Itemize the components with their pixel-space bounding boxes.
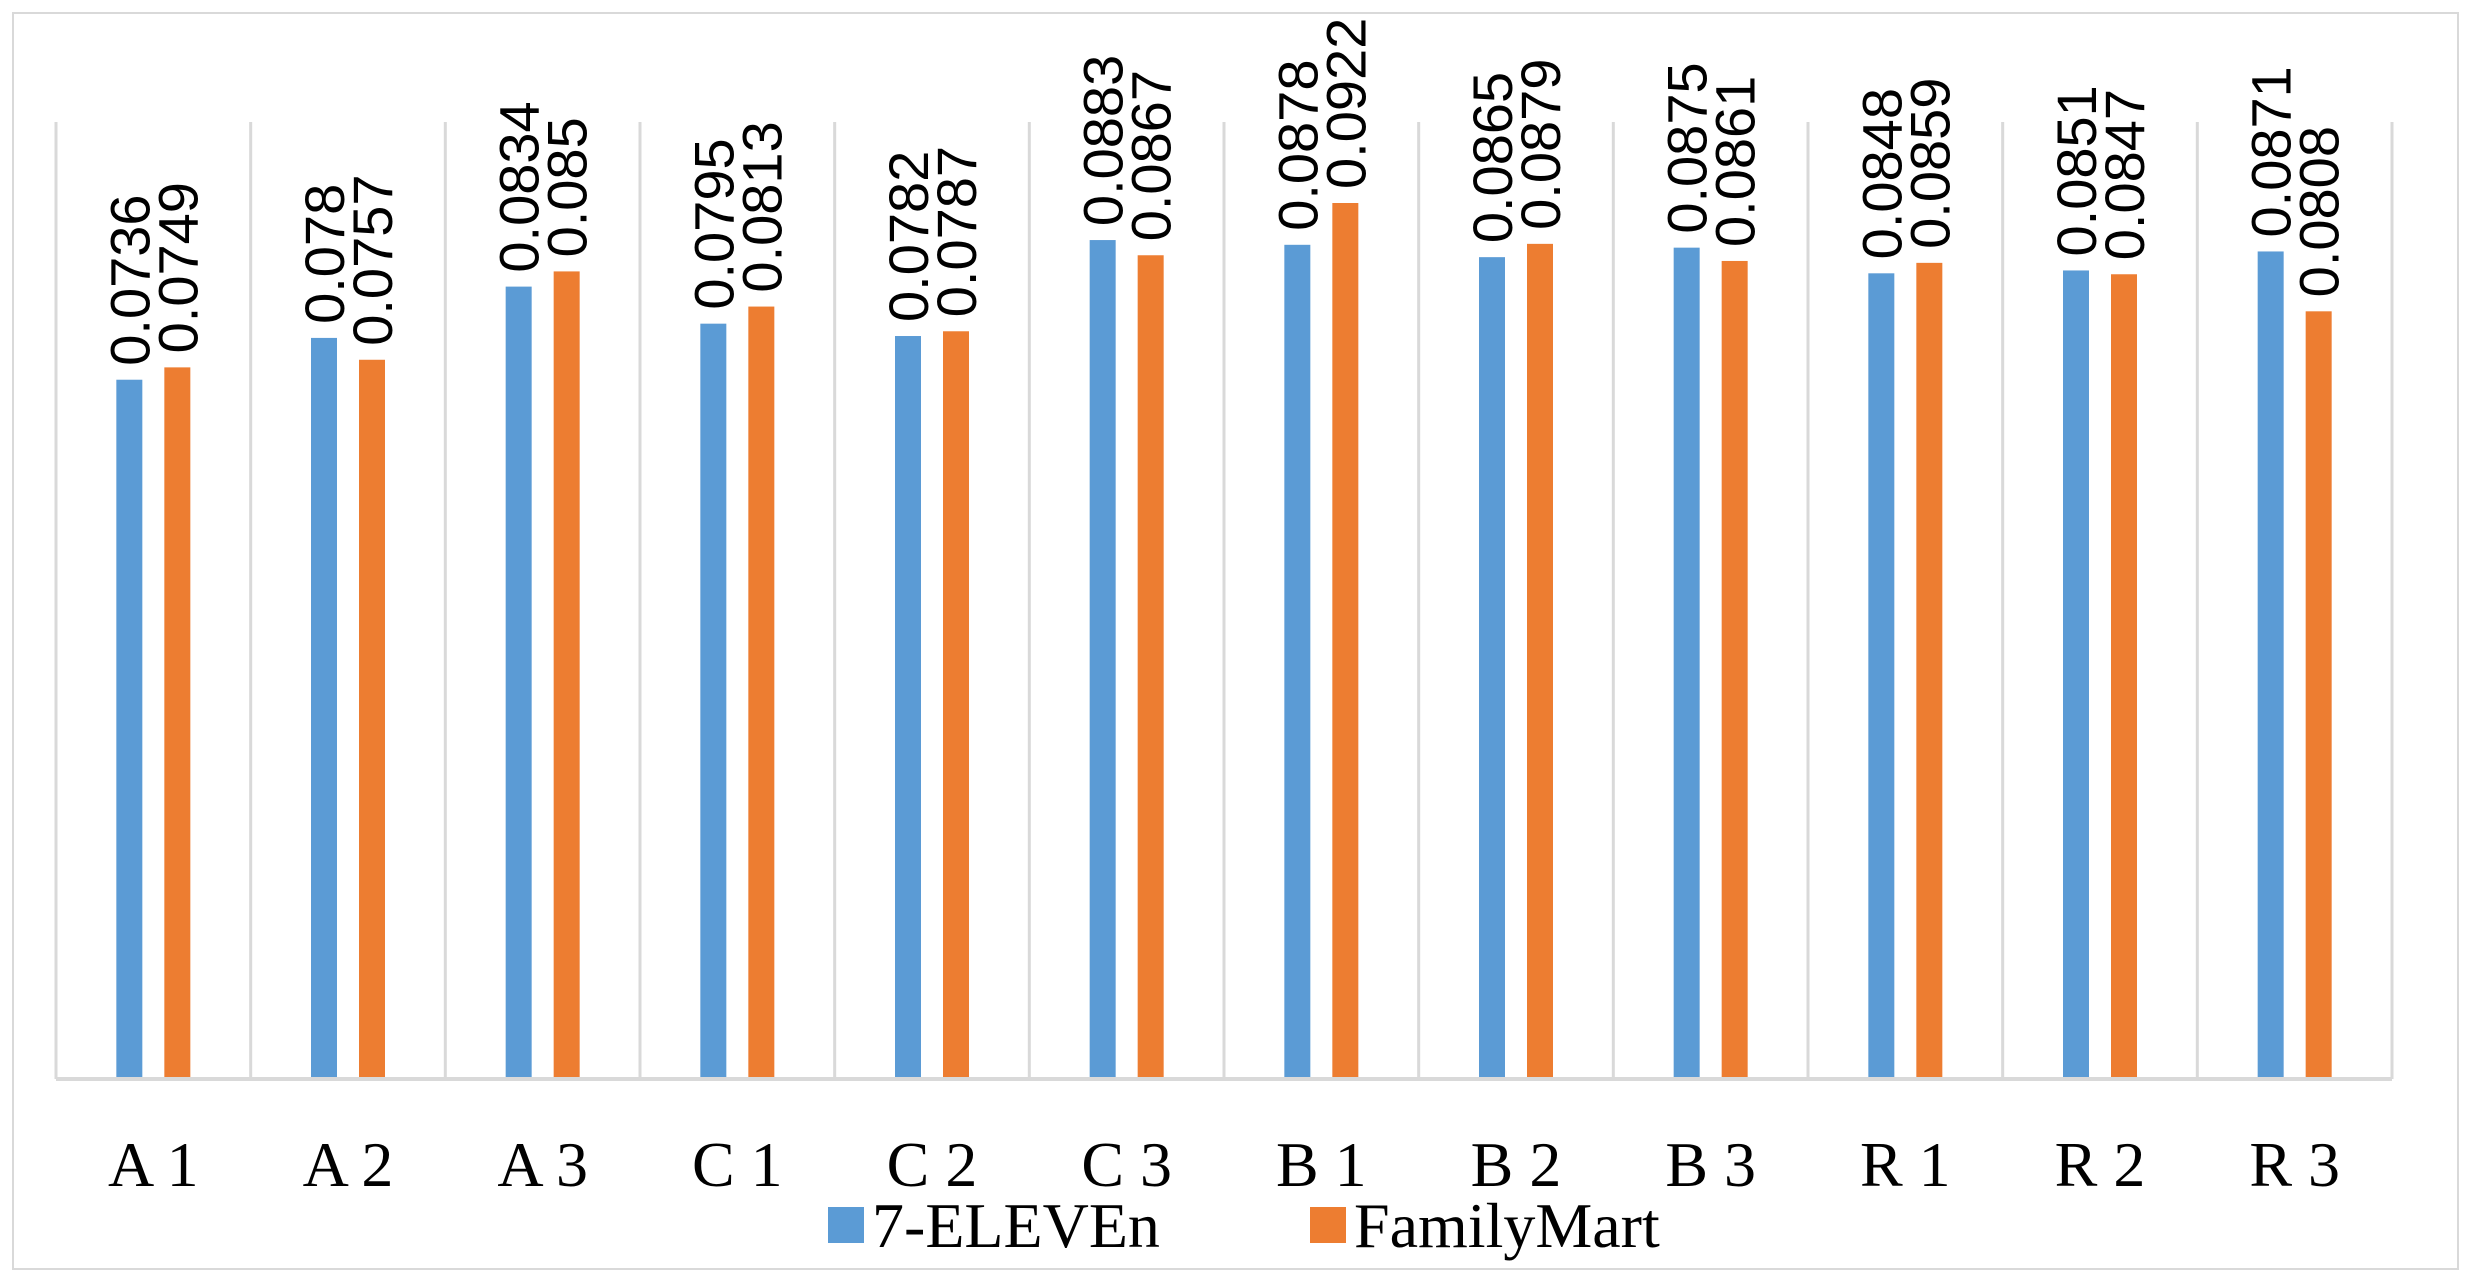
data-label: 0.0782 <box>877 151 940 322</box>
chart-frame <box>12 12 2459 1270</box>
gridlines <box>54 122 2394 1079</box>
data-labels: 0.0736 0.078 0.0834 0.0795 0.0782 0.0883 0.087… <box>98 18 2350 366</box>
bar-seven-eleven-12 <box>2257 251 2284 1079</box>
bar-seven-eleven-11 <box>2063 270 2089 1079</box>
bar-familymart-7 <box>1332 203 1359 1079</box>
data-label: 0.0787 <box>925 146 988 317</box>
bar-familymart-8 <box>1527 243 1553 1079</box>
bar-familymart-1 <box>164 367 191 1079</box>
legend-swatch-familymart <box>1310 1207 1346 1243</box>
bar-seven-eleven-7 <box>1284 244 1311 1079</box>
x-tick-label: R 1 <box>1860 1129 1951 1200</box>
bar-familymart-3 <box>553 271 580 1079</box>
bars <box>116 203 2332 1080</box>
bar-familymart-9 <box>1721 260 1748 1079</box>
legend-swatch-seven-eleven <box>828 1207 864 1243</box>
data-label: 0.0795 <box>682 138 745 309</box>
x-tick-label: C 2 <box>887 1129 978 1200</box>
x-tick-label: B 2 <box>1471 1129 1562 1200</box>
legend-label-seven-eleven: 7-ELEVEn <box>872 1190 1160 1261</box>
bar-familymart-2 <box>359 359 385 1079</box>
data-label: 0.0871 <box>2240 66 2303 237</box>
data-label: 0.0757 <box>341 174 404 345</box>
data-label: 0.0865 <box>1461 72 1524 243</box>
data-label: 0.0813 <box>730 121 793 292</box>
bar-seven-eleven-9 <box>1673 247 1700 1079</box>
x-tick-label: B 3 <box>1665 1129 1756 1200</box>
data-label: 0.0736 <box>98 194 161 365</box>
x-tick-label: A 1 <box>108 1129 199 1200</box>
data-label: 0.0847 <box>2093 89 2156 260</box>
bar-familymart-11 <box>2111 274 2137 1079</box>
data-label: 0.0834 <box>488 101 551 272</box>
data-label: 0.0883 <box>1072 55 1135 226</box>
data-label: 0.0922 <box>1314 18 1377 189</box>
x-tick-labels: A 1 A 2 A 3 C 1 C 2 C 3 B 1 B 2 B 3 R 1 R 2 R 3 <box>108 1129 2340 1200</box>
x-tick-label: A 3 <box>497 1129 588 1200</box>
bar-seven-eleven-4 <box>700 323 727 1079</box>
x-tick-label: C 3 <box>1081 1129 1172 1200</box>
bar-seven-eleven-3 <box>505 286 532 1079</box>
bar-seven-eleven-8 <box>1479 257 1505 1079</box>
bar-familymart-4 <box>748 306 775 1079</box>
bar-seven-eleven-5 <box>895 336 921 1079</box>
x-tick-label: R 3 <box>2249 1129 2340 1200</box>
legend-label-familymart: FamilyMart <box>1354 1190 1660 1261</box>
data-label: 0.0851 <box>2045 85 2108 256</box>
data-label: 0.078 <box>293 184 356 324</box>
data-label: 0.0808 <box>2288 126 2351 297</box>
bar-familymart-12 <box>2305 311 2332 1079</box>
legend: 7-ELEVEn FamilyMart <box>828 1190 1660 1261</box>
bar-seven-eleven-10 <box>1868 273 1895 1080</box>
bar-seven-eleven-6 <box>1089 240 1116 1080</box>
bar-seven-eleven-2 <box>311 337 337 1079</box>
data-label: 0.0879 <box>1509 59 1572 230</box>
x-tick-label: B 1 <box>1276 1129 1367 1200</box>
x-tick-label: C 1 <box>692 1129 783 1200</box>
bar-familymart-5 <box>943 331 969 1079</box>
data-label: 0.0878 <box>1266 60 1329 231</box>
data-label: 0.0848 <box>1850 88 1913 259</box>
data-label: 0.0859 <box>1898 78 1961 249</box>
bar-familymart-10 <box>1916 262 1943 1080</box>
data-label: 0.085 <box>536 117 599 257</box>
data-label: 0.0875 <box>1656 62 1719 233</box>
data-label: 0.0861 <box>1704 76 1767 247</box>
bar-seven-eleven-1 <box>116 379 143 1079</box>
data-label: 0.0749 <box>146 182 209 353</box>
x-tick-label: R 2 <box>2055 1129 2146 1200</box>
bar-familymart-6 <box>1137 255 1164 1079</box>
data-label: 0.0867 <box>1120 70 1183 241</box>
x-tick-label: A 2 <box>303 1129 394 1200</box>
